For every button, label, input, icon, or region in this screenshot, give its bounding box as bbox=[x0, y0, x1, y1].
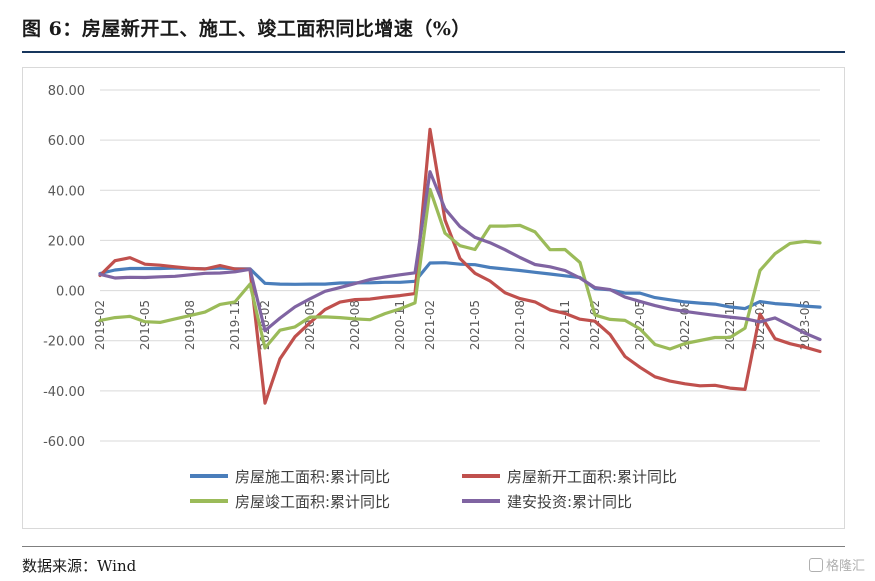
legend-label: 建安投资:累计同比 bbox=[507, 493, 632, 511]
x-tick-label: 2022-02 bbox=[588, 300, 602, 350]
series-line bbox=[98, 170, 822, 342]
y-tick-label: -40.00 bbox=[43, 385, 85, 400]
x-tick-label: 2022-05 bbox=[633, 300, 647, 350]
x-tick-label: 2021-02 bbox=[423, 300, 437, 350]
y-tick-label: -20.00 bbox=[43, 335, 85, 350]
x-tick-label: 2021-11 bbox=[558, 300, 572, 350]
y-tick-label: 40.00 bbox=[48, 184, 85, 199]
x-tick-label: 2019-11 bbox=[228, 300, 242, 350]
source-rule bbox=[22, 546, 845, 547]
y-tick-label: 80.00 bbox=[48, 84, 85, 99]
series-line bbox=[98, 187, 822, 351]
x-tick-label: 2020-05 bbox=[303, 300, 317, 350]
x-tick-label: 2019-05 bbox=[138, 300, 152, 350]
chart-frame bbox=[22, 67, 845, 529]
watermark-logo-icon bbox=[808, 557, 823, 572]
y-tick-label: -60.00 bbox=[43, 435, 85, 450]
x-tick-label: 2019-02 bbox=[93, 300, 107, 350]
y-tick-label: 20.00 bbox=[48, 234, 85, 249]
x-tick-label: 2021-08 bbox=[513, 300, 527, 350]
x-tick-label: 2020-08 bbox=[348, 300, 362, 350]
series-line bbox=[98, 261, 822, 311]
x-tick-label: 2023-05 bbox=[798, 300, 812, 350]
legend-label: 房屋施工面积:累计同比 bbox=[235, 468, 390, 486]
figure-title: 图 6：房屋新开工、施工、竣工面积同比增速（%） bbox=[22, 18, 471, 40]
y-tick-label: 60.00 bbox=[48, 134, 85, 149]
source-note: 数据来源：Wind bbox=[22, 557, 137, 575]
x-tick-label: 2020-11 bbox=[393, 300, 407, 350]
watermark-text: 格隆汇 bbox=[825, 559, 865, 574]
legend-label: 房屋新开工面积:累计同比 bbox=[507, 468, 677, 486]
series-line bbox=[98, 127, 822, 405]
x-tick-label: 2019-08 bbox=[183, 300, 197, 350]
legend-label: 房屋竣工面积:累计同比 bbox=[235, 493, 390, 511]
y-tick-label: 0.00 bbox=[56, 285, 85, 300]
x-tick-label: 2021-05 bbox=[468, 300, 482, 350]
watermark: 格隆汇 bbox=[808, 555, 865, 574]
title-rule bbox=[22, 51, 845, 53]
